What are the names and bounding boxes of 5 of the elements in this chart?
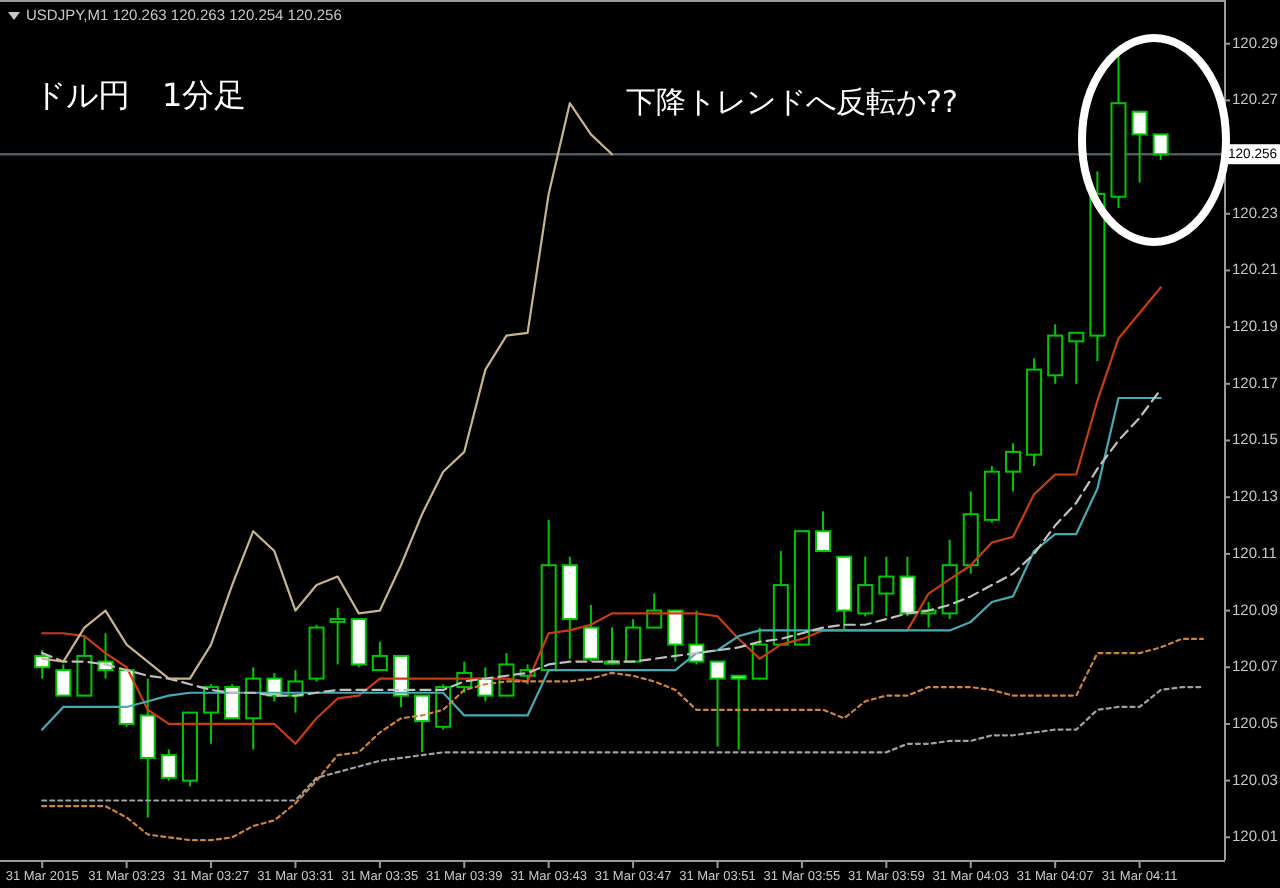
text: ドル円 1分足 (34, 76, 247, 114)
line-series (41, 637, 1204, 842)
line-series (41, 686, 1204, 802)
annotation: 下降トレンドへ反転か?? (626, 84, 958, 120)
line-series (41, 286, 1162, 745)
